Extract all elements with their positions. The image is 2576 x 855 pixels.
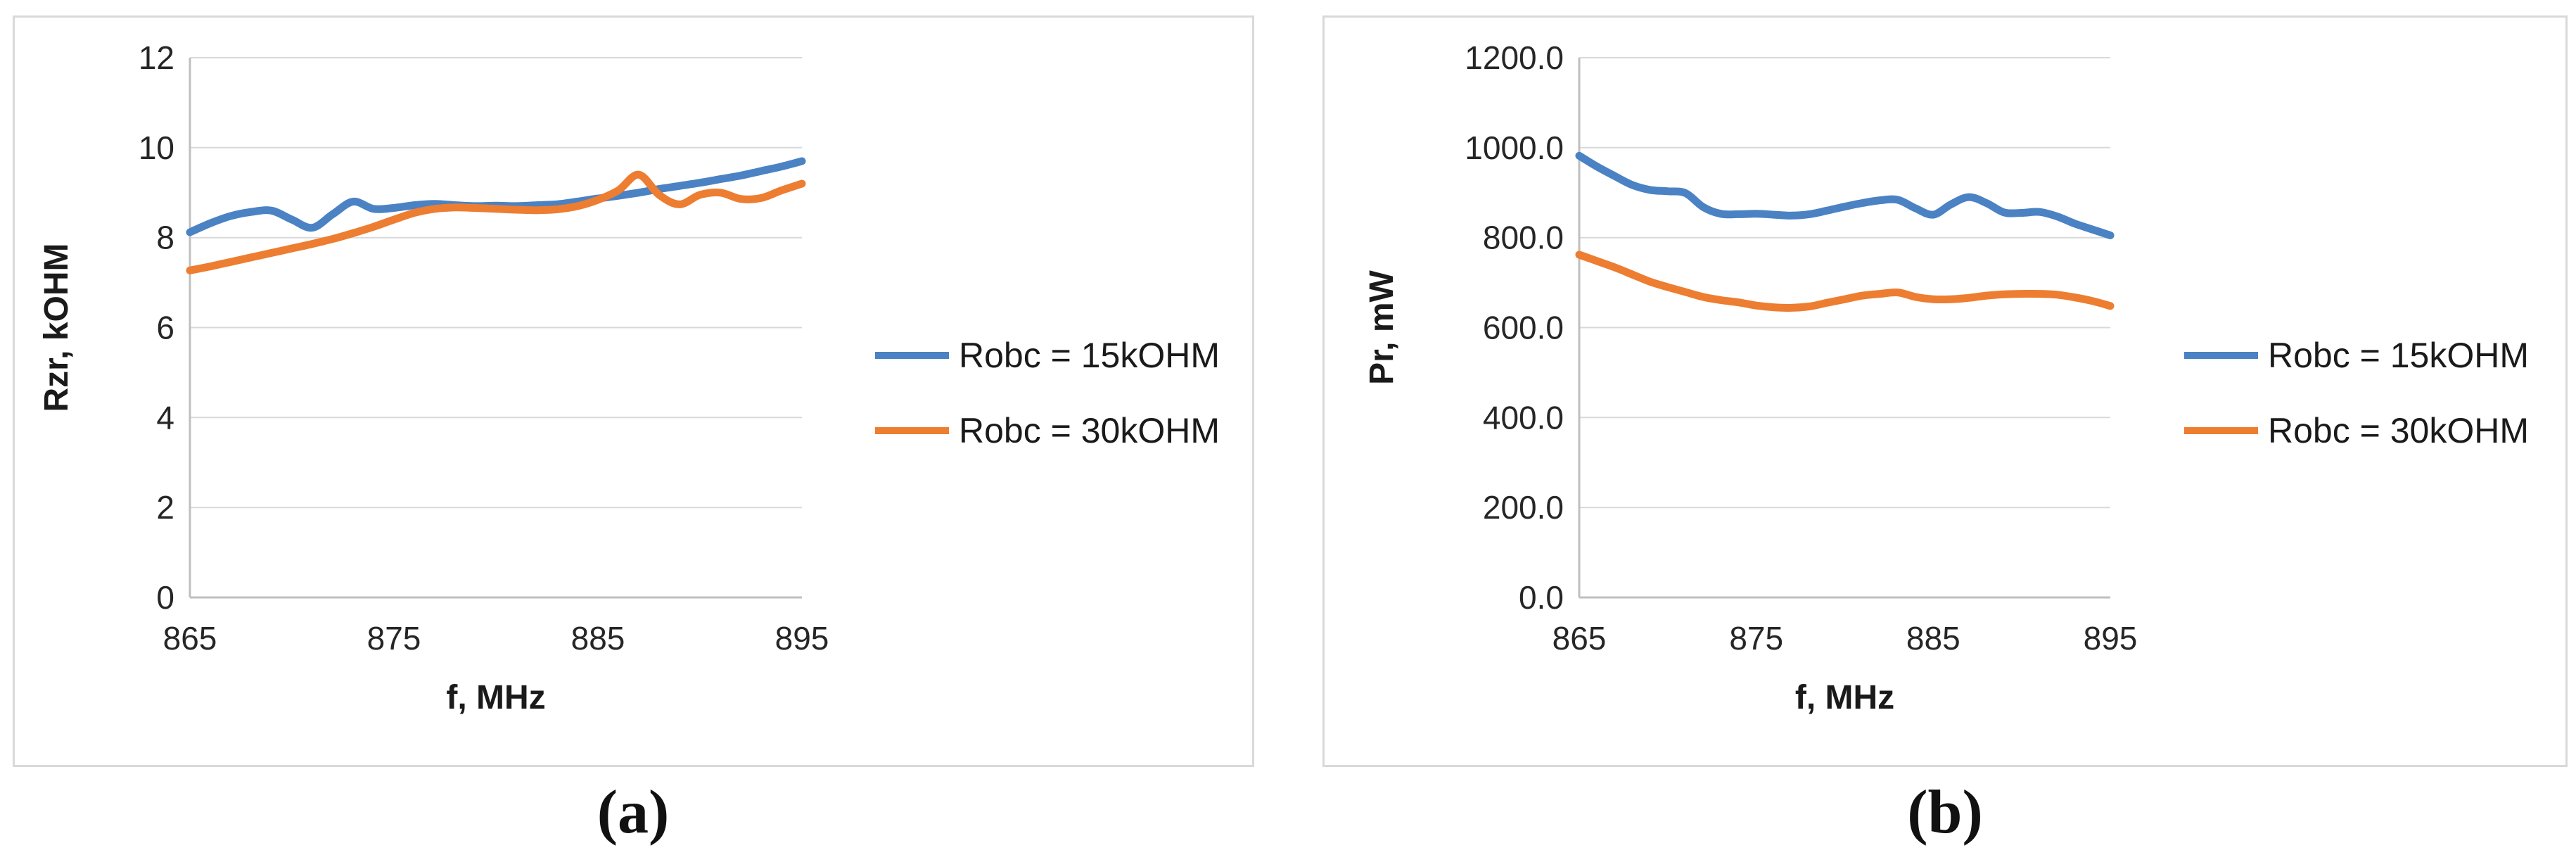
chart-panel-a: 0 2 4 6 8 10 12 865 875 885 895 f, MHz Rzr, kOHM Robc… (13, 15, 1254, 767)
legend-label: Robc = 15kOHM (2268, 336, 2529, 375)
y-tick-label: 6 (156, 310, 174, 346)
y-tick-label: 600.0 (1483, 310, 1564, 346)
chart-svg-a: 0 2 4 6 8 10 12 865 875 885 895 f, MHz Rzr, kOHM Robc… (38, 39, 1220, 716)
y-tick-label: 0 (156, 579, 174, 616)
series-line-30kohm (1575, 251, 2115, 312)
x-tick-label: 895 (2084, 620, 2138, 657)
series-line-30kohm (186, 170, 806, 274)
x-tick-label: 895 (775, 620, 829, 657)
y-tick-label: 400.0 (1483, 399, 1564, 436)
y-axis-title: Rzr, kOHM (38, 243, 75, 412)
y-tick-label: 0.0 (1519, 579, 1564, 616)
legend-label: Robc = 30kOHM (2268, 411, 2529, 450)
y-tick-label: 12 (139, 39, 174, 76)
x-axis-title: f, MHz (1795, 679, 1894, 716)
x-tick-label: 865 (163, 620, 217, 657)
y-axis-title: Pr, mW (1363, 270, 1401, 384)
y-tick-label: 10 (139, 129, 174, 166)
chart-panel-b: 0.0 200.0 400.0 600.0 800.0 1000.0 1200.0 865 87… (1322, 15, 2568, 767)
x-tick-label: 885 (1906, 620, 1960, 657)
y-tick-label: 2 (156, 489, 174, 526)
y-tick-label: 1000.0 (1465, 129, 1564, 166)
y-tick-label: 1200.0 (1465, 39, 1564, 76)
chart-svg-b: 0.0 200.0 400.0 600.0 800.0 1000.0 1200.0 865 87… (1363, 39, 2529, 716)
y-tick-label: 800.0 (1483, 220, 1564, 256)
x-tick-label: 875 (1729, 620, 1783, 657)
y-tick-label: 200.0 (1483, 489, 1564, 526)
series-line-15kohm (1575, 151, 2115, 239)
caption-a: (a) (597, 778, 670, 847)
legend-label: Robc = 15kOHM (959, 336, 1220, 375)
x-tick-label: 875 (367, 620, 421, 657)
y-tick-label: 4 (156, 399, 174, 436)
legend-label: Robc = 30kOHM (959, 411, 1220, 450)
caption-b: (b) (1907, 778, 1983, 847)
x-tick-label: 865 (1552, 620, 1607, 657)
y-tick-label: 8 (156, 220, 174, 256)
x-axis-title: f, MHz (446, 679, 545, 716)
x-tick-label: 885 (571, 620, 625, 657)
